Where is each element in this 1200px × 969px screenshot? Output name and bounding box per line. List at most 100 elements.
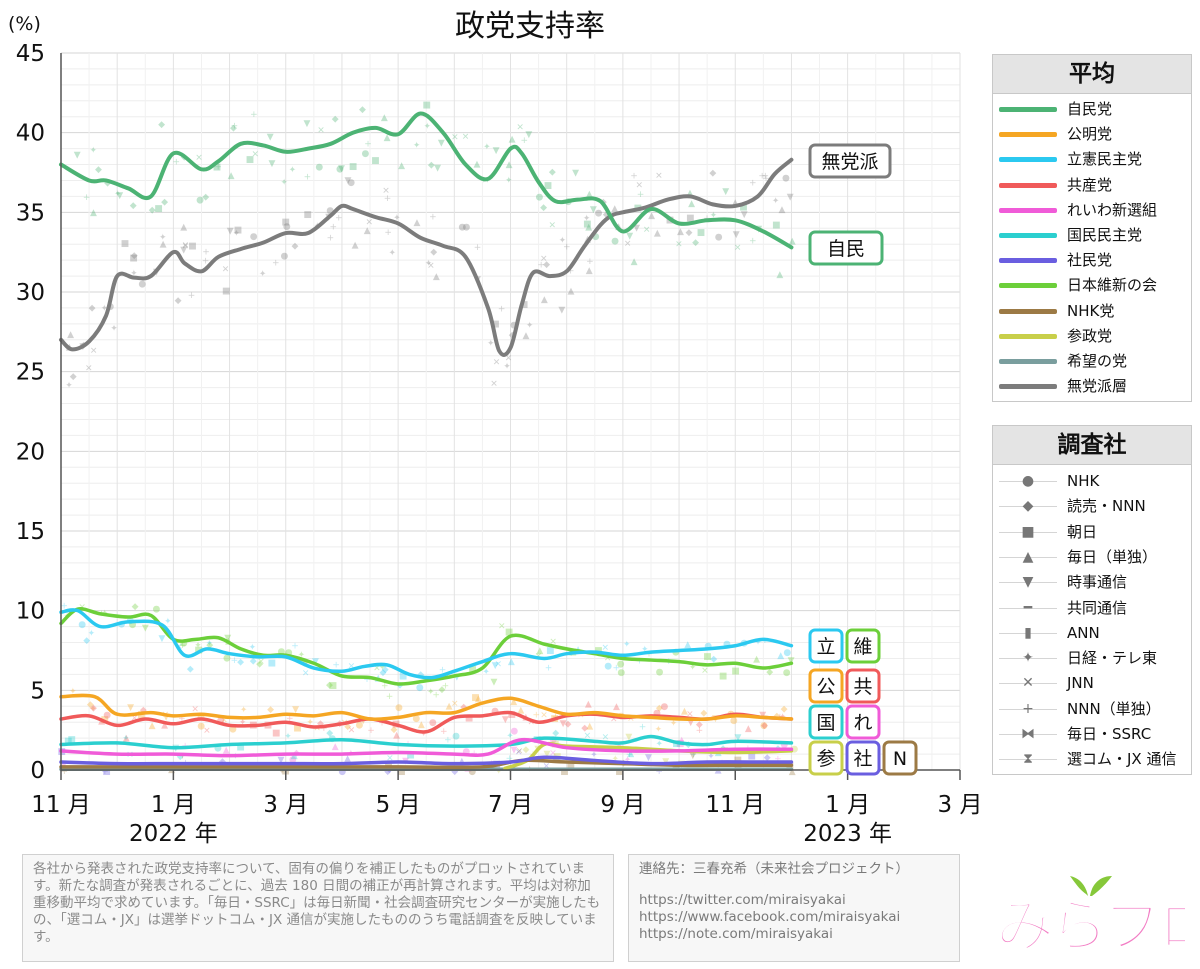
poll-point: ▲ <box>753 655 760 665</box>
poll-point: + <box>188 291 196 301</box>
poll-point: + <box>537 261 545 271</box>
contact-link-note[interactable]: https://note.com/miraisyakai <box>639 926 833 942</box>
poll-point: ✦ <box>689 663 697 673</box>
poll-point: ● <box>730 716 738 726</box>
legend-average: 平均 自民党 公明党 立憲民主党 共産党 れいわ新選組 国民民主党 社民党 日本維新の会 NHK… <box>992 54 1192 402</box>
poll-point: + <box>545 663 553 673</box>
poll-point: ■ <box>406 750 415 760</box>
poll-point: ● <box>723 640 731 650</box>
poll-point: + <box>363 675 371 685</box>
poll-point: ■ <box>739 202 748 212</box>
poll-point: ◆ <box>382 665 389 675</box>
poll-point: ▼ <box>74 150 81 160</box>
poll-point: ■ <box>399 672 408 682</box>
x-tick-label: 7 月 <box>488 792 533 818</box>
poll-point: ◆ <box>581 723 588 733</box>
poll-point: ▲ <box>433 272 440 282</box>
poll-point: ✕ <box>427 261 435 271</box>
poll-point: ■ <box>213 163 222 173</box>
grid-lines <box>60 52 961 771</box>
poll-point: ■ <box>154 204 163 214</box>
poll-point: ● <box>355 720 363 730</box>
contact-link-twitter[interactable]: https://twitter.com/miraisyakai <box>639 892 846 908</box>
poll-point: ◆ <box>149 206 156 216</box>
poll-point: ▲ <box>611 204 618 214</box>
poll-point: ✦ <box>88 629 96 639</box>
poll-point: + <box>636 656 644 666</box>
poll-point: ✦ <box>487 339 495 349</box>
poll-point: ■ <box>222 287 231 297</box>
poll-point: ▼ <box>277 756 284 766</box>
poll-point: ✦ <box>655 725 663 735</box>
poll-point: + <box>612 664 620 674</box>
poll-point: ◆ <box>332 114 339 124</box>
poll-point: ◆ <box>766 667 773 677</box>
poll-point: ● <box>783 668 791 678</box>
poll-point: ■ <box>422 101 431 111</box>
contact-link-facebook[interactable]: https://www.facebook.com/miraisyakai <box>639 909 901 925</box>
series-line-社民党 <box>59 755 794 766</box>
poll-point: ● <box>416 683 424 693</box>
contact-label: 連絡先：三春充希（未来社会プロジェクト） <box>639 861 909 877</box>
poll-point: ▲ <box>568 287 575 297</box>
poll-point: ◆ <box>132 602 139 612</box>
poll-point: + <box>202 257 210 267</box>
poll-point: ✦ <box>385 767 393 777</box>
legend-label: 自民党 <box>1067 100 1113 118</box>
poll-point: ✦ <box>194 641 202 651</box>
poll-point: ▲ <box>517 705 524 715</box>
poll-point: ✕ <box>313 724 321 734</box>
poll-point: + <box>444 735 452 745</box>
legend-label: 日本維新の会 <box>1067 276 1158 295</box>
poll-point: ✦ <box>65 381 73 391</box>
poll-point: ◆ <box>317 719 324 729</box>
poll-point: ▼ <box>759 710 766 720</box>
poll-point: + <box>214 163 222 173</box>
poll-point: ● <box>78 620 86 630</box>
poll-point: ■ <box>303 210 312 220</box>
legend-label: 立憲民主党 <box>1067 150 1143 169</box>
poll-point: ✕ <box>543 762 551 772</box>
poll-point: ✕ <box>498 622 506 632</box>
end-label-box <box>808 740 844 776</box>
poll-point: ● <box>281 251 289 261</box>
poll-point: ▼ <box>268 159 275 169</box>
poll-point: ▼ <box>788 656 795 666</box>
poll-point: ▲ <box>627 749 634 759</box>
poll-point: ◆ <box>292 241 299 251</box>
end-label-box <box>882 740 918 776</box>
poll-point: ▼ <box>163 712 170 722</box>
poll-point: + <box>172 157 180 167</box>
poll-point: + <box>332 660 340 670</box>
poll-point: ▼ <box>722 187 729 197</box>
poll-point: ● <box>180 638 188 648</box>
end-label-box <box>808 628 844 664</box>
legend-swatch <box>999 384 1057 390</box>
poll-point: ✕ <box>348 662 356 672</box>
poll-point: ● <box>395 703 403 713</box>
poll-point: ■ <box>546 646 555 656</box>
poll-point: ✕ <box>251 150 259 160</box>
poll-point: ✕ <box>195 153 203 163</box>
end-label-text: 自民 <box>827 238 865 260</box>
poll-point: ▼ <box>572 168 579 178</box>
poll-point: ■ <box>560 767 569 777</box>
pollster-marker-icon: + <box>1022 700 1034 717</box>
poll-point: ✦ <box>284 732 292 742</box>
poll-point: ● <box>429 718 437 728</box>
pollster-marker-icon: ■ <box>1021 523 1035 540</box>
poll-point: ✕ <box>515 748 523 758</box>
poll-point: ✕ <box>451 700 459 710</box>
poll-point: + <box>639 722 647 732</box>
pollster-marker-icon: ● <box>1021 473 1035 489</box>
poll-point: + <box>439 666 447 676</box>
poll-point: ▲ <box>541 295 548 305</box>
poll-point: ✕ <box>203 726 211 736</box>
series-line-自民党 <box>59 111 794 250</box>
poll-point: ▼ <box>453 673 460 683</box>
poll-point: ◆ <box>700 709 707 719</box>
poll-point: + <box>335 213 343 223</box>
poll-point: + <box>442 681 450 691</box>
year-label: 2023 年 <box>803 821 892 847</box>
